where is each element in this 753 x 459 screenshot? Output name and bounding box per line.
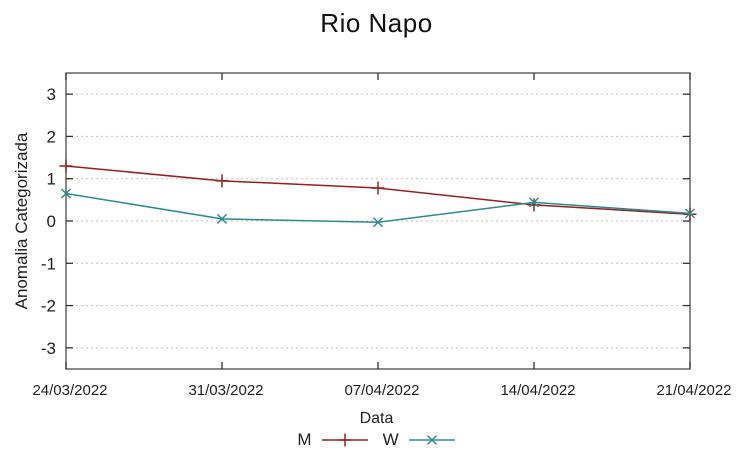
legend-line-sample [321,433,368,447]
x-axis-label: Data [359,410,394,427]
series-line-W [65,192,691,224]
series-marker-W [60,188,72,199]
y-tick-label: 1 [47,170,56,189]
y-tick-label: -2 [41,297,56,316]
legend-marker-W [426,434,437,446]
legend-item-M: M [297,430,368,450]
legend-label: W [382,430,399,449]
legend-line-sample [408,434,455,446]
chart-title: Rio Napo [320,8,433,38]
y-tick-label: 3 [47,85,56,104]
y-tick-label: -1 [41,254,56,273]
y-tick-label: -3 [41,339,56,358]
series-marker-W [684,208,696,219]
y-tick-label: 2 [47,127,56,146]
x-tick-label: 07/04/2022 [344,382,419,399]
x-tick-label: 14/04/2022 [500,382,575,399]
series-marker-W [528,197,540,208]
legend-label: M [297,430,312,449]
series-marker-W [216,213,228,224]
x-tick-label: 24/03/2022 [32,382,107,399]
x-tick-label: 21/04/2022 [656,382,731,399]
legend-item-W: W [383,430,456,450]
y-tick-label: 0 [47,212,56,231]
x-tick-label: 31/03/2022 [188,382,263,399]
series-marker-W [372,217,384,228]
